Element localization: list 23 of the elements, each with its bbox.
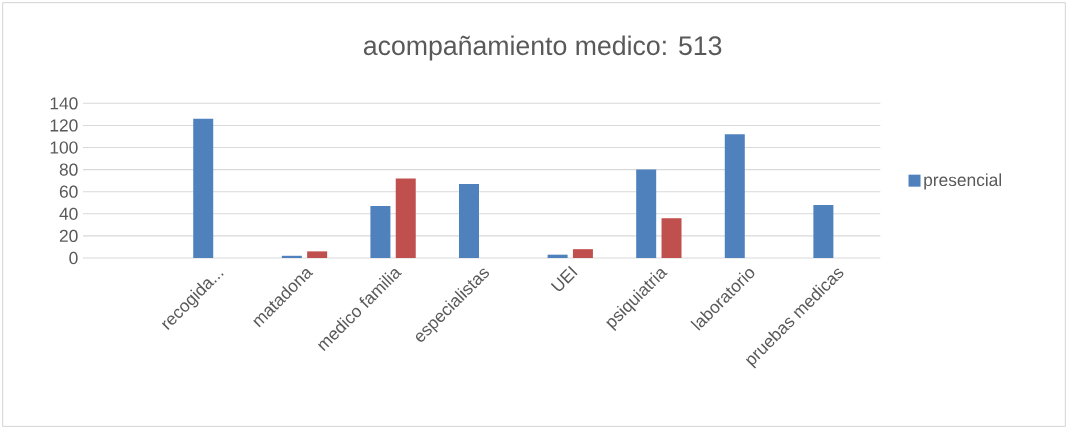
bar [370,206,391,258]
chart-title: acompañamiento medico: 513 [363,35,722,61]
y-tick-label: 60 [59,185,78,198]
bar [636,169,657,258]
bar [459,183,479,258]
y-tick-label: 0 [69,251,78,265]
legend-label: presencial [924,173,1002,190]
bar [547,254,568,258]
y-tick-label: 20 [59,229,78,243]
y-tick-label: 120 [50,119,78,132]
bar [193,118,214,258]
x-tick-label: UEI [550,265,578,291]
bar [395,178,416,258]
bar [307,251,328,258]
bar [813,204,834,258]
y-tick-label: 100 [50,141,78,154]
bar [281,255,302,258]
bar [572,249,593,258]
y-tick-label: 40 [59,207,78,220]
y-tick-label: 140 [50,97,78,110]
bar [724,134,745,258]
y-tick-label: 80 [59,163,78,176]
bar [661,218,682,258]
